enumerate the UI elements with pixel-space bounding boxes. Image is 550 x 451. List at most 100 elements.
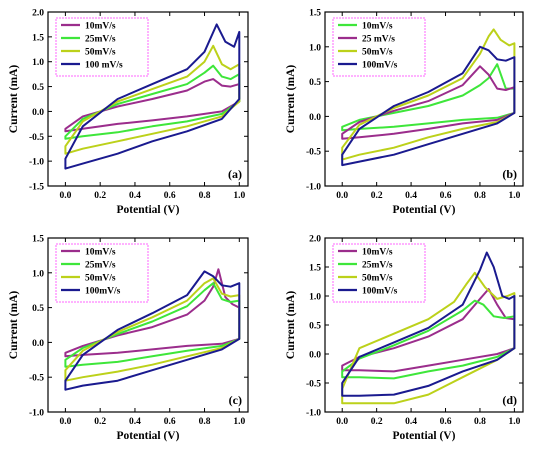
panel-label: (d) — [502, 393, 517, 407]
series-line-2 — [64, 64, 241, 140]
x-axis-title: Potential (V) — [393, 204, 456, 216]
legend-entry: 10mV/s — [85, 248, 116, 258]
y-tick-label: 1.5 — [309, 9, 321, 19]
y-tick-label: 1.0 — [309, 43, 321, 53]
x-tick-label: 0.0 — [59, 191, 71, 201]
x-tick-label: 0.4 — [129, 417, 141, 427]
legend: 10mV/s 25 mV/s 50mV/s 100mV/s — [332, 17, 426, 77]
series-line-2 — [341, 65, 516, 140]
y-tick-label: 0.5 — [32, 83, 44, 93]
x-tick-label: 1.0 — [508, 191, 520, 201]
legend: 10mV/s 25mV/s 50mV/s 100mV/s — [55, 243, 149, 303]
y-tick-label: 1.0 — [309, 293, 321, 303]
legend: 10mV/s 25mV/s 50mV/s 100mV/s — [332, 243, 426, 303]
y-tick-label: 2.0 — [309, 235, 321, 245]
legend-entry: 25 mV/s — [362, 35, 395, 45]
legend-entry: 50mV/s — [85, 48, 116, 58]
y-tick-label: 1.0 — [32, 58, 44, 68]
x-tick-label: 0.2 — [371, 191, 383, 201]
x-tick-label: 0.0 — [59, 417, 71, 427]
x-axis-title: Potential (V) — [117, 430, 180, 442]
x-tick-label: 0.4 — [405, 417, 417, 427]
y-tick-label: 0.0 — [309, 351, 321, 361]
x-axis-title: Potential (V) — [117, 204, 180, 216]
x-tick-label: 0.8 — [474, 191, 486, 201]
legend-entry: 50mV/s — [362, 274, 393, 284]
x-tick-label: 0.6 — [440, 417, 452, 427]
y-tick-label: -1.5 — [29, 183, 44, 193]
legend-box — [55, 17, 149, 77]
y-tick-label: 0.0 — [32, 108, 44, 118]
chart-panel-3: 0.0 0.2 0.4 0.6 0.8 1.0 -1.0 -0.5 0.0 0.5 1.0 1.5 Po… — [8, 235, 249, 442]
plot-frame — [47, 237, 249, 413]
legend-entry: 25mV/s — [85, 35, 116, 45]
chart-panel-4: 0.0 0.2 0.4 0.6 0.8 1.0 -1.0 -0.5 0.0 0.5 1.0 1.5 2.… — [285, 235, 524, 442]
x-tick-label: 0.0 — [336, 191, 348, 201]
x-tick-label: 0.6 — [164, 191, 176, 201]
x-tick-label: 0.6 — [164, 417, 176, 427]
y-tick-label: -0.5 — [306, 380, 321, 390]
y-tick-label: 1.0 — [32, 269, 44, 279]
series-line-1 — [341, 288, 516, 373]
legend-box — [332, 17, 426, 77]
y-tick-label: 0.0 — [32, 339, 44, 349]
plot-frame — [47, 11, 249, 187]
y-axis-title: Current (mA) — [285, 291, 297, 360]
plot-frame — [324, 11, 524, 187]
series-line-2 — [341, 299, 516, 380]
panel-label: (b) — [502, 167, 517, 181]
y-tick-label: -1.0 — [306, 409, 321, 419]
chart-panel-1: 0.0 0.2 0.4 0.6 0.8 1.0 -1.5 -1.0 -0.5 0.0 0.5 1.0 1… — [8, 9, 249, 216]
x-tick-label: 0.8 — [199, 417, 211, 427]
x-tick-label: 0.2 — [94, 417, 106, 427]
y-tick-label: -1.0 — [306, 183, 321, 193]
legend-entry: 100mV/s — [362, 287, 398, 297]
y-tick-label: -1.0 — [29, 409, 44, 419]
legend-entry: 10mV/s — [362, 248, 393, 258]
x-tick-label: 1.0 — [233, 191, 245, 201]
legend-entry: 25mV/s — [85, 261, 116, 271]
legend-entry: 100mV/s — [362, 61, 398, 71]
legend-entry: 100 mV/s — [85, 61, 123, 71]
series-line-4 — [341, 251, 516, 397]
legend-entry: 10mV/s — [362, 22, 393, 32]
x-axis-title: Potential (V) — [393, 430, 456, 442]
y-tick-label: 0.5 — [309, 78, 321, 88]
legend-entry: 50mV/s — [85, 274, 116, 284]
series-line-4 — [341, 45, 516, 167]
y-tick-label: 0.5 — [309, 322, 321, 332]
panel-label: (c) — [229, 393, 242, 407]
legend-entry: 25mV/s — [362, 261, 393, 271]
x-tick-label: 0.2 — [94, 191, 106, 201]
y-tick-label: 1.5 — [32, 33, 44, 43]
y-tick-label: 2.0 — [32, 9, 44, 19]
y-tick-label: -0.5 — [29, 374, 44, 384]
x-tick-label: 0.4 — [405, 191, 417, 201]
legend-entry: 50mV/s — [362, 48, 393, 58]
series-line-3 — [341, 28, 516, 161]
y-tick-label: 0.5 — [32, 304, 44, 314]
series-line-4 — [64, 270, 241, 391]
y-tick-label: 1.5 — [309, 264, 321, 274]
series-line-3 — [64, 277, 241, 382]
legend-entry: 10mV/s — [85, 22, 116, 32]
y-axis-title: Current (mA) — [285, 65, 297, 134]
series-line-1 — [64, 268, 241, 358]
legend-entry: 100mV/s — [85, 287, 121, 297]
x-tick-label: 0.4 — [129, 191, 141, 201]
x-tick-label: 1.0 — [508, 417, 520, 427]
legend-box — [332, 243, 426, 303]
y-tick-label: 1.5 — [32, 235, 44, 245]
y-axis-title: Current (mA) — [8, 291, 20, 360]
panel-label: (a) — [228, 167, 242, 181]
x-tick-label: 0.8 — [199, 191, 211, 201]
series-line-1 — [64, 78, 241, 133]
series-line-4 — [64, 23, 241, 170]
x-tick-label: 0.8 — [474, 417, 486, 427]
y-axis-title: Current (mA) — [8, 65, 20, 134]
y-tick-label: -0.5 — [306, 148, 321, 158]
legend: 10mV/s 25mV/s 50mV/s 100 mV/s — [55, 17, 149, 77]
series-line-3 — [341, 271, 516, 405]
y-tick-label: -1.0 — [29, 158, 44, 168]
